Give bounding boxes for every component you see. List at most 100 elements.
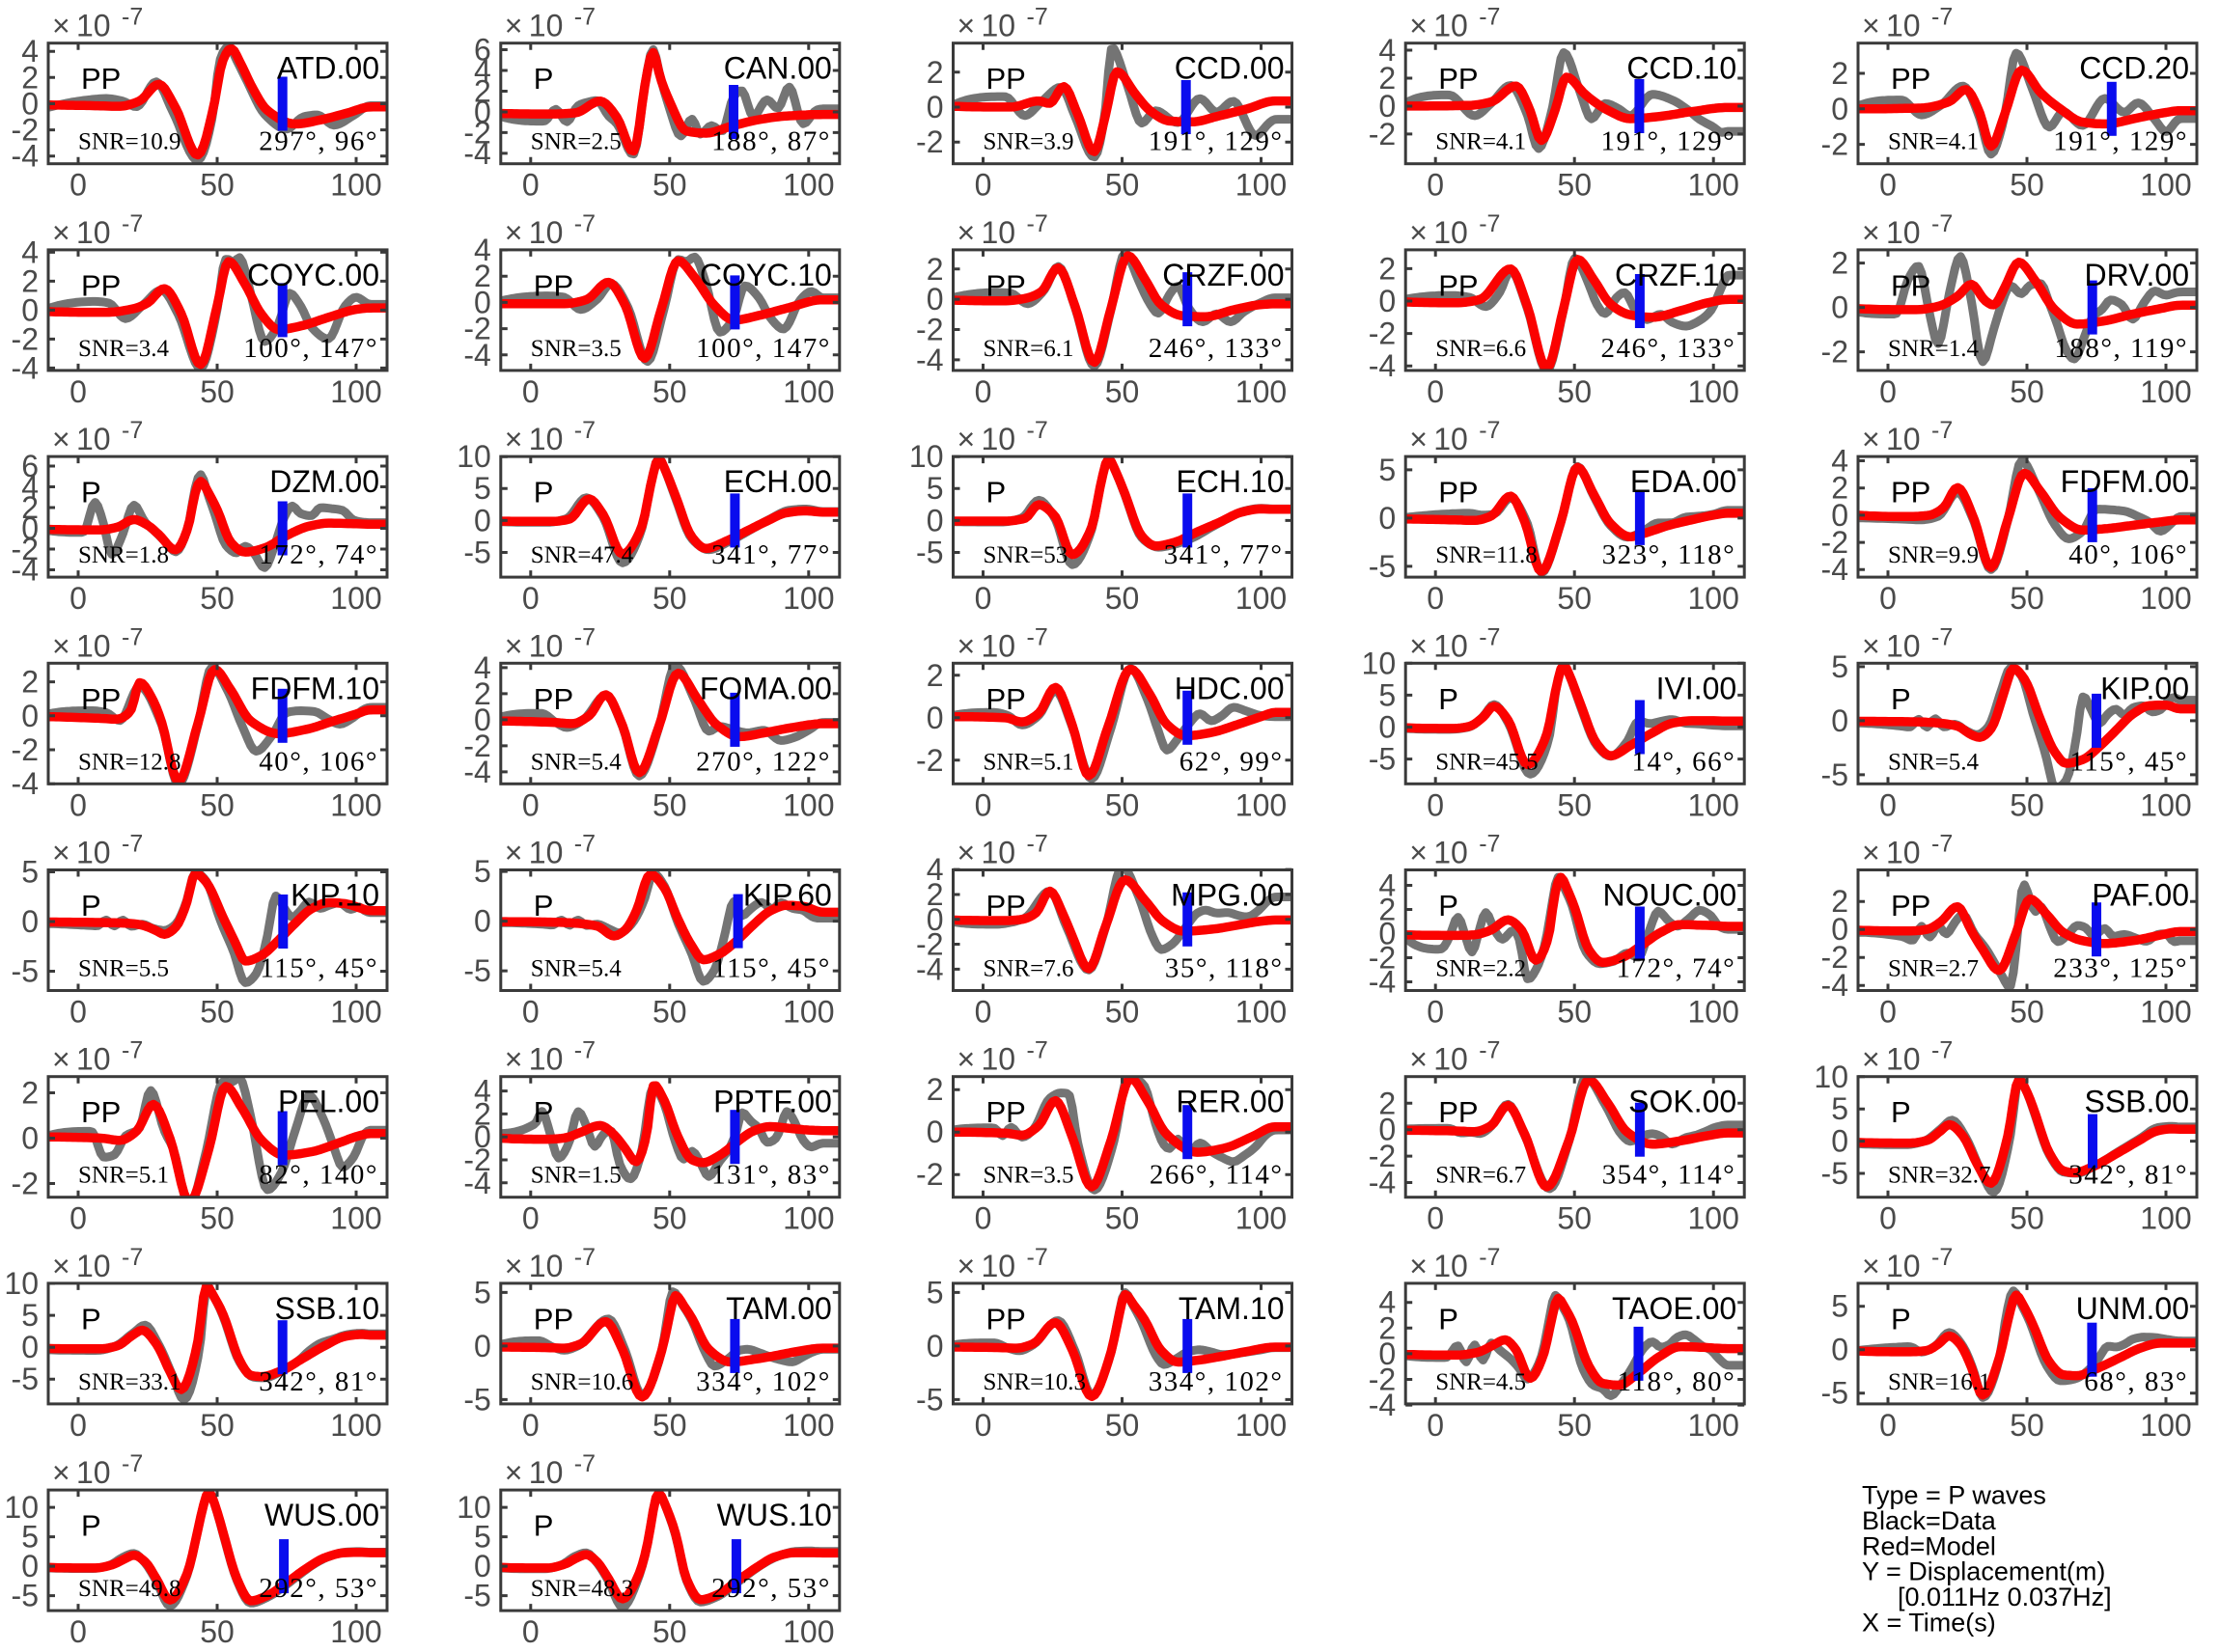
svg-text:-7: -7 [1931, 4, 1953, 31]
svg-text:-5: -5 [1821, 757, 1848, 792]
svg-text:-7: -7 [122, 623, 143, 650]
svg-text:100: 100 [1235, 995, 1287, 1030]
svg-text:50: 50 [1557, 787, 1592, 822]
svg-text:0: 0 [1831, 498, 1848, 533]
svg-text:4: 4 [474, 650, 491, 685]
svg-text:10: 10 [529, 1042, 564, 1077]
svg-text:-2: -2 [916, 313, 943, 347]
svg-text:50: 50 [2010, 581, 2044, 616]
svg-text:100: 100 [1688, 581, 1739, 616]
svg-text:188°, 119°: 188°, 119° [2054, 333, 2188, 364]
svg-text:40°, 106°: 40°, 106° [2068, 539, 2188, 570]
svg-text:342°, 81°: 342°, 81° [259, 1366, 378, 1397]
svg-text:10: 10 [982, 1249, 1016, 1283]
svg-text:-7: -7 [1479, 831, 1500, 858]
svg-text:0: 0 [69, 787, 87, 822]
svg-text:0: 0 [522, 995, 540, 1030]
svg-text:4: 4 [1378, 1285, 1396, 1320]
svg-text:50: 50 [652, 374, 687, 409]
svg-text:0: 0 [21, 904, 39, 939]
svg-text:PP: PP [986, 889, 1026, 922]
svg-text:10: 10 [529, 836, 564, 870]
svg-text:SNR=5.1: SNR=5.1 [984, 749, 1074, 775]
svg-text:5: 5 [1831, 1289, 1848, 1324]
svg-text:-5: -5 [12, 954, 39, 989]
svg-text:10: 10 [76, 1042, 111, 1077]
svg-text:-7: -7 [1479, 4, 1500, 31]
svg-text:266°, 114°: 266°, 114° [1150, 1160, 1284, 1191]
svg-text:0: 0 [522, 1614, 540, 1649]
svg-text:50: 50 [2010, 374, 2044, 409]
svg-text:PP: PP [986, 682, 1026, 716]
svg-text:10: 10 [529, 215, 564, 250]
svg-text:-2: -2 [1369, 1139, 1396, 1173]
svg-text:Y = Displacement(m): Y = Displacement(m) [1862, 1557, 2105, 1586]
svg-text:0: 0 [1831, 1333, 1848, 1367]
svg-text:-2: -2 [12, 1167, 39, 1201]
svg-text:-7: -7 [1479, 1037, 1500, 1064]
svg-text:0: 0 [1879, 787, 1897, 822]
svg-text:2: 2 [927, 658, 944, 693]
svg-text:-4: -4 [1369, 965, 1396, 1000]
svg-text:SNR=6.1: SNR=6.1 [984, 336, 1074, 362]
svg-text:RER.00: RER.00 [1176, 1085, 1284, 1119]
svg-text:0: 0 [927, 1329, 944, 1363]
svg-text:-2: -2 [1369, 1363, 1396, 1397]
svg-text:100°, 147°: 100°, 147° [243, 333, 378, 364]
svg-text:68°, 83°: 68°, 83° [2084, 1366, 2188, 1397]
svg-text:233°, 125°: 233°, 125° [2053, 953, 2188, 984]
svg-text:-2: -2 [916, 743, 943, 778]
svg-text:5: 5 [1378, 453, 1396, 487]
svg-text:50: 50 [1557, 1408, 1592, 1443]
svg-text:2: 2 [1378, 1310, 1396, 1345]
svg-text:-5: -5 [12, 1362, 39, 1396]
svg-text:100: 100 [783, 1201, 834, 1236]
svg-text:SNR=5.5: SNR=5.5 [78, 956, 169, 982]
svg-text:2: 2 [1378, 251, 1396, 286]
svg-text:0: 0 [69, 581, 87, 616]
svg-text:-2: -2 [916, 927, 943, 962]
svg-text:0: 0 [927, 902, 944, 937]
svg-text:100°, 147°: 100°, 147° [696, 333, 831, 364]
svg-text:10: 10 [982, 1042, 1016, 1077]
svg-text:×: × [505, 9, 523, 43]
svg-text:×: × [1409, 1042, 1428, 1077]
svg-text:P: P [534, 1509, 554, 1543]
svg-text:50: 50 [652, 168, 687, 203]
svg-text:ECH.10: ECH.10 [1176, 464, 1284, 499]
svg-text:-4: -4 [1821, 552, 1848, 587]
svg-text:50: 50 [200, 581, 235, 616]
svg-text:10: 10 [1433, 836, 1468, 870]
svg-text:SNR=3.5: SNR=3.5 [984, 1163, 1074, 1189]
svg-text:62°, 99°: 62°, 99° [1179, 746, 1284, 777]
svg-text:50: 50 [652, 1614, 687, 1649]
svg-text:-7: -7 [574, 1450, 596, 1477]
svg-text:PP: PP [81, 682, 121, 716]
svg-text:SNR=5.4: SNR=5.4 [1888, 749, 1979, 775]
svg-text:0: 0 [1378, 917, 1396, 951]
svg-text:10: 10 [1886, 422, 1921, 456]
svg-text:246°, 133°: 246°, 133° [1600, 333, 1735, 364]
svg-text:×: × [957, 422, 976, 456]
svg-text:2: 2 [21, 263, 39, 298]
svg-text:100: 100 [1235, 581, 1287, 616]
svg-text:0: 0 [1378, 1336, 1396, 1371]
svg-text:PAF.00: PAF.00 [2092, 878, 2189, 913]
svg-text:-2: -2 [1821, 525, 1848, 560]
svg-text:100: 100 [1688, 168, 1739, 203]
svg-text:100: 100 [1688, 1201, 1739, 1236]
svg-text:-7: -7 [122, 210, 143, 237]
svg-text:PP: PP [1891, 62, 1930, 96]
svg-text:0: 0 [522, 581, 540, 616]
svg-text:100: 100 [1235, 168, 1287, 203]
svg-text:-5: -5 [1369, 549, 1396, 584]
svg-text:191°, 129°: 191°, 129° [1600, 126, 1735, 157]
svg-text:-7: -7 [574, 417, 596, 444]
svg-text:SNR=10.6: SNR=10.6 [531, 1369, 633, 1395]
svg-text:0: 0 [1831, 290, 1848, 325]
svg-text:0: 0 [1879, 581, 1897, 616]
svg-text:SNR=1.8: SNR=1.8 [78, 542, 169, 568]
svg-text:×: × [1862, 836, 1880, 870]
svg-text:2: 2 [474, 259, 491, 293]
svg-text:-7: -7 [574, 4, 596, 31]
